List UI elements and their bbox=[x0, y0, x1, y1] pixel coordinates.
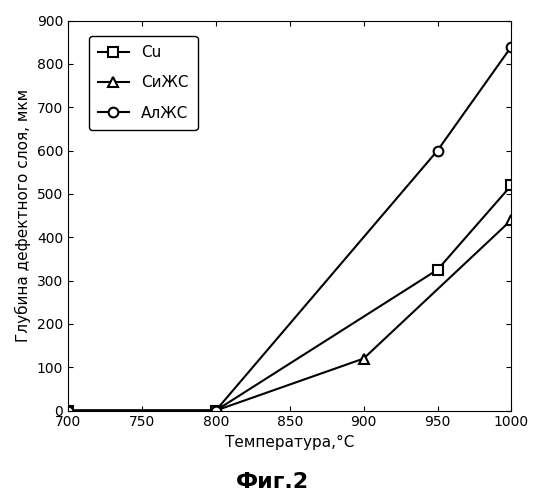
Y-axis label: Глубина дефектного слоя, мкм: Глубина дефектного слоя, мкм bbox=[15, 89, 31, 342]
X-axis label: Температура,°C: Температура,°C bbox=[225, 435, 354, 450]
Text: Фиг.2: Фиг.2 bbox=[236, 472, 308, 492]
Legend: Cu, СиЖС, АлЖС: Cu, СиЖС, АлЖС bbox=[89, 36, 197, 130]
